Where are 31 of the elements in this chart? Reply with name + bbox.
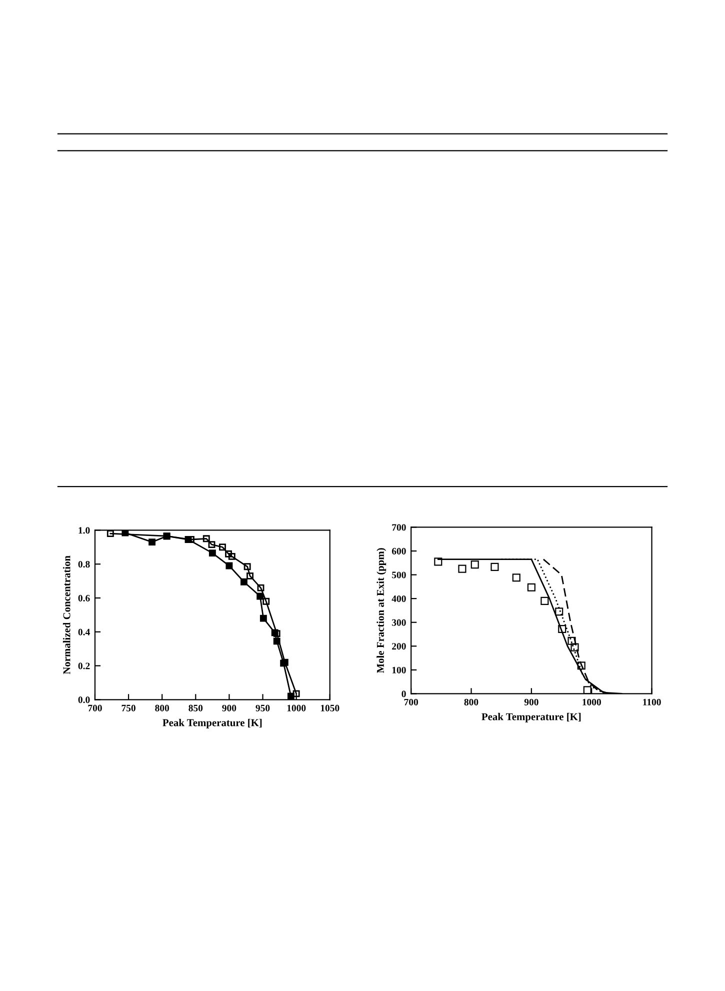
y-axis-title: Normalized Concentration [62,556,70,674]
y-tick-label: 500 [392,572,406,578]
y-tick-label: 600 [392,548,406,554]
y-tick-label: 0 [402,690,406,698]
x-tick-label: 900 [222,704,236,712]
y-tick-label: 0.8 [78,560,90,568]
x-axis-title: Peak Temperature [K] [162,718,262,728]
x-tick-label: 800 [155,704,170,712]
x-tick-label: 950 [256,704,270,712]
x-tick-label: 900 [524,698,538,706]
x-axis-title: Peak Temperature [K] [482,712,581,722]
x-tick-label: 850 [188,704,203,712]
y-tick-label: 700 [392,524,406,531]
x-tick-label: 1000 [582,698,601,706]
y-tick-label: 1.0 [78,527,90,534]
y-tick-label: 0.6 [78,594,90,602]
x-tick-label: 750 [122,704,136,712]
y-tick-label: 0.0 [78,696,90,704]
y-tick-label: 0.4 [78,628,90,636]
x-tick-label: 700 [88,704,102,712]
y-axis-title: Mole Fraction at Exit (ppm) [376,548,386,674]
x-tick-label: 1000 [287,704,306,712]
y-tick-label: 200 [392,643,406,650]
x-tick-label: 1050 [320,704,340,712]
y-tick-label: 300 [392,619,406,626]
y-tick-label: 400 [392,595,406,602]
y-tick-label: 0.2 [78,662,90,670]
x-tick-label: 1100 [643,698,661,706]
x-tick-label: 700 [404,698,418,706]
x-tick-label: 800 [464,698,478,706]
y-tick-label: 100 [392,666,406,674]
